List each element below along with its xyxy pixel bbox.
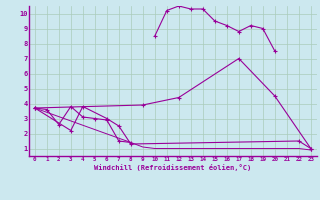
X-axis label: Windchill (Refroidissement éolien,°C): Windchill (Refroidissement éolien,°C) (94, 164, 252, 171)
